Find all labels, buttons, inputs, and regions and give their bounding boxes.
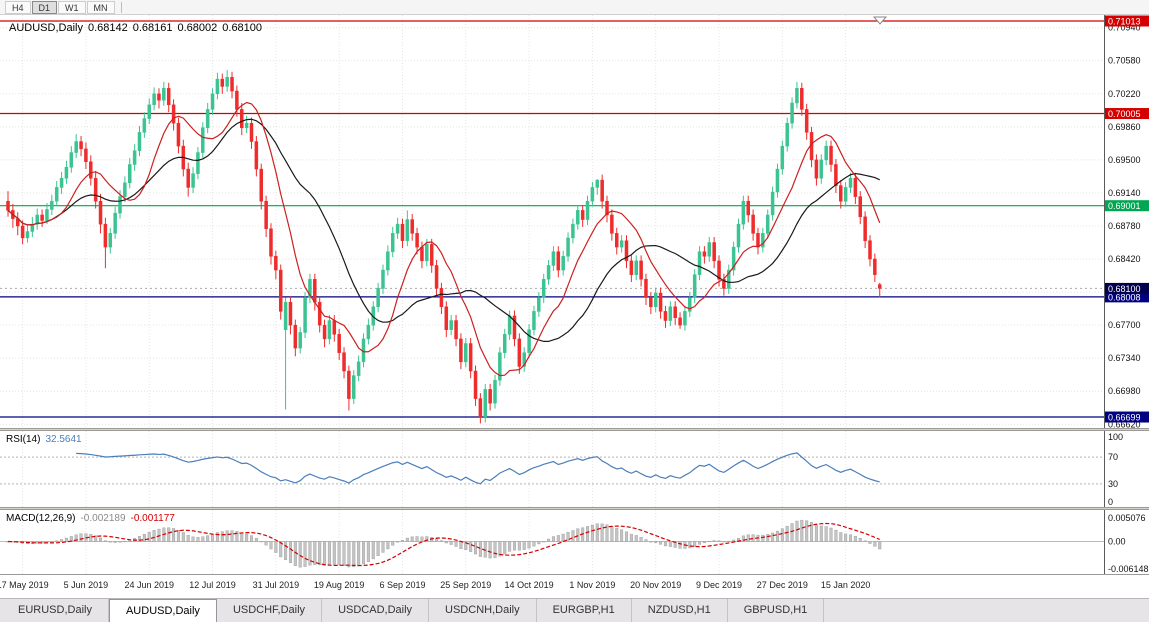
svg-text:0.68008: 0.68008 xyxy=(1108,292,1141,302)
symbol-tab-eurgbp[interactable]: EURGBP,H1 xyxy=(537,599,632,622)
y-axis-label: 0.69500 xyxy=(1108,155,1141,165)
x-axis-label: 24 Jun 2019 xyxy=(124,580,174,590)
x-axis-label: 31 Jul 2019 xyxy=(252,580,300,590)
symbol-tab-usdchf[interactable]: USDCHF,Daily xyxy=(217,599,323,622)
svg-text:0.66699: 0.66699 xyxy=(1108,413,1141,423)
x-axis-label: 5 Jun 2019 xyxy=(63,580,109,590)
ohlc-high: 0.68161 xyxy=(132,22,173,34)
current-price-label: 0.68100 xyxy=(1105,282,1149,294)
time-axis[interactable]: 17 May 2019 5 Jun 2019 24 Jun 2019 12 Jul 2… xyxy=(0,574,1149,598)
level-price-label: 0.66699 xyxy=(1105,411,1149,423)
chart-symbol-label: AUDUSD,Daily xyxy=(9,22,83,34)
y-axis-label: 0.69860 xyxy=(1108,122,1141,132)
macd-panel: 0.005076 0.00 -0.006148 MACD(12,26,9) -0.00… xyxy=(0,510,1149,574)
symbol-tab-nzdusd[interactable]: NZDUSD,H1 xyxy=(632,599,728,622)
macd-axis-label: 0.00 xyxy=(1108,537,1126,547)
x-axis-label: 17 May 2019 xyxy=(0,580,49,590)
rsi-line xyxy=(76,452,880,485)
level-price-label: 0.71013 xyxy=(1105,15,1149,27)
ohlc-close: 0.68100 xyxy=(222,22,263,34)
x-axis-label: 1 Nov 2019 xyxy=(569,580,616,590)
macd-chart-canvas[interactable]: 0.005076 0.00 -0.006148 xyxy=(0,510,1149,574)
symbol-tab-eurusd[interactable]: EURUSD,Daily xyxy=(2,599,109,622)
rsi-value: 32.5641 xyxy=(45,434,82,445)
main-chart-panel: 0.70940 0.70580 0.70220 0.69860 0.69500 0.691… xyxy=(0,15,1149,428)
level-price-label: 0.68008 xyxy=(1105,291,1149,303)
x-axis-label: 19 Aug 2019 xyxy=(313,580,365,590)
macd-axis-label: 0.005076 xyxy=(1108,513,1146,523)
x-axis-label: 14 Oct 2019 xyxy=(504,580,554,590)
y-axis-label: 0.70220 xyxy=(1108,89,1141,99)
macd-histogram xyxy=(6,519,882,568)
rsi-axis[interactable]: 100 70 30 0 xyxy=(1108,432,1123,507)
rsi-axis-label: 30 xyxy=(1108,479,1118,489)
svg-text:0.68100: 0.68100 xyxy=(1108,284,1141,294)
y-axis-label: 0.66620 xyxy=(1108,419,1141,428)
y-axis-label: 0.68420 xyxy=(1108,254,1141,264)
level-price-label: 0.69001 xyxy=(1105,200,1149,212)
x-axis-label: 25 Sep 2019 xyxy=(440,580,492,590)
ma-slow-line xyxy=(7,118,880,342)
macd-signal-line xyxy=(7,522,880,567)
rsi-label: RSI(14) 32.5641 xyxy=(6,434,87,445)
x-axis-label: 20 Nov 2019 xyxy=(630,580,682,590)
macd-label: MACD(12,26,9) -0.002189 -0.001177 xyxy=(6,513,180,524)
horizontal-level-lines[interactable] xyxy=(0,20,1104,418)
macd-axis-label: -0.006148 xyxy=(1108,564,1149,574)
timeframe-button-h4[interactable]: H4 xyxy=(5,0,31,14)
ohlc-open: 0.68142 xyxy=(87,22,128,34)
grid xyxy=(0,15,1104,428)
rsi-chart-canvas[interactable]: 100 70 30 0 xyxy=(0,431,1149,507)
y-axis-label: 0.67700 xyxy=(1108,320,1141,330)
macd-name: MACD(12,26,9) xyxy=(6,513,76,524)
svg-text:0.69001: 0.69001 xyxy=(1108,201,1141,211)
y-axis-label: 0.70940 xyxy=(1108,23,1141,33)
toolbar-separator xyxy=(120,1,122,13)
rsi-grid xyxy=(0,431,1104,507)
timeframe-button-mn[interactable]: MN xyxy=(86,0,115,14)
x-axis-label: 27 Dec 2019 xyxy=(756,580,808,590)
ma-fast-line xyxy=(7,101,881,377)
y-axis-label: 0.70580 xyxy=(1108,56,1141,66)
panel-separator[interactable] xyxy=(0,507,1149,510)
symbol-tab-audusd[interactable]: AUDUSD,Daily xyxy=(108,599,217,622)
x-axis-label: 6 Sep 2019 xyxy=(379,580,426,590)
rsi-axis-label: 100 xyxy=(1108,432,1123,442)
svg-text:0.71013: 0.71013 xyxy=(1108,17,1141,27)
x-axis-label: 15 Jan 2020 xyxy=(820,580,871,590)
rsi-panel: 100 70 30 0 RSI(14) 32.5641 xyxy=(0,431,1149,507)
x-axis-label: 9 Dec 2019 xyxy=(695,580,743,590)
timeframe-button-d1[interactable]: D1 xyxy=(31,0,58,14)
candles xyxy=(6,69,882,424)
chart-tab-bar: EURUSD,Daily AUDUSD,Daily USDCHF,Daily USDC… xyxy=(0,598,1149,622)
y-axis-label: 0.66980 xyxy=(1108,386,1141,396)
y-axis-label: 0.68780 xyxy=(1108,221,1141,231)
price-chart-canvas[interactable]: 0.70940 0.70580 0.70220 0.69860 0.69500 0.691… xyxy=(0,15,1149,428)
macd-main-value: -0.002189 xyxy=(80,513,126,524)
x-axis-label: 12 Jul 2019 xyxy=(189,580,236,590)
y-axis-label: 0.67340 xyxy=(1108,353,1141,363)
rsi-axis-label: 70 xyxy=(1108,452,1118,462)
chart-title: AUDUSD,Daily 0.68142 0.68161 0.68002 0.68100 xyxy=(9,22,267,34)
ohlc-low: 0.68002 xyxy=(177,22,218,34)
macd-axis[interactable]: 0.005076 0.00 -0.006148 xyxy=(1108,513,1149,574)
panel-separator[interactable] xyxy=(0,428,1149,431)
rsi-name: RSI(14) xyxy=(6,434,41,445)
symbol-tab-gbpusd[interactable]: GBPUSD,H1 xyxy=(728,599,825,622)
chart-shift-marker xyxy=(872,16,888,25)
symbol-tab-usdcnh[interactable]: USDCNH,Daily xyxy=(429,599,537,622)
price-axis[interactable]: 0.70940 0.70580 0.70220 0.69860 0.69500 0.691… xyxy=(1108,23,1141,428)
rsi-axis-label: 0 xyxy=(1108,497,1113,507)
timeframe-button-w1[interactable]: W1 xyxy=(58,0,86,14)
y-axis-label: 0.69140 xyxy=(1108,188,1141,198)
level-price-label: 0.70005 xyxy=(1105,108,1149,120)
symbol-tab-usdcad[interactable]: USDCAD,Daily xyxy=(322,599,430,622)
timeframe-toolbar: H4 D1 W1 MN xyxy=(0,0,1149,15)
svg-text:0.70005: 0.70005 xyxy=(1108,109,1141,119)
macd-signal-value: -0.001177 xyxy=(130,513,175,524)
